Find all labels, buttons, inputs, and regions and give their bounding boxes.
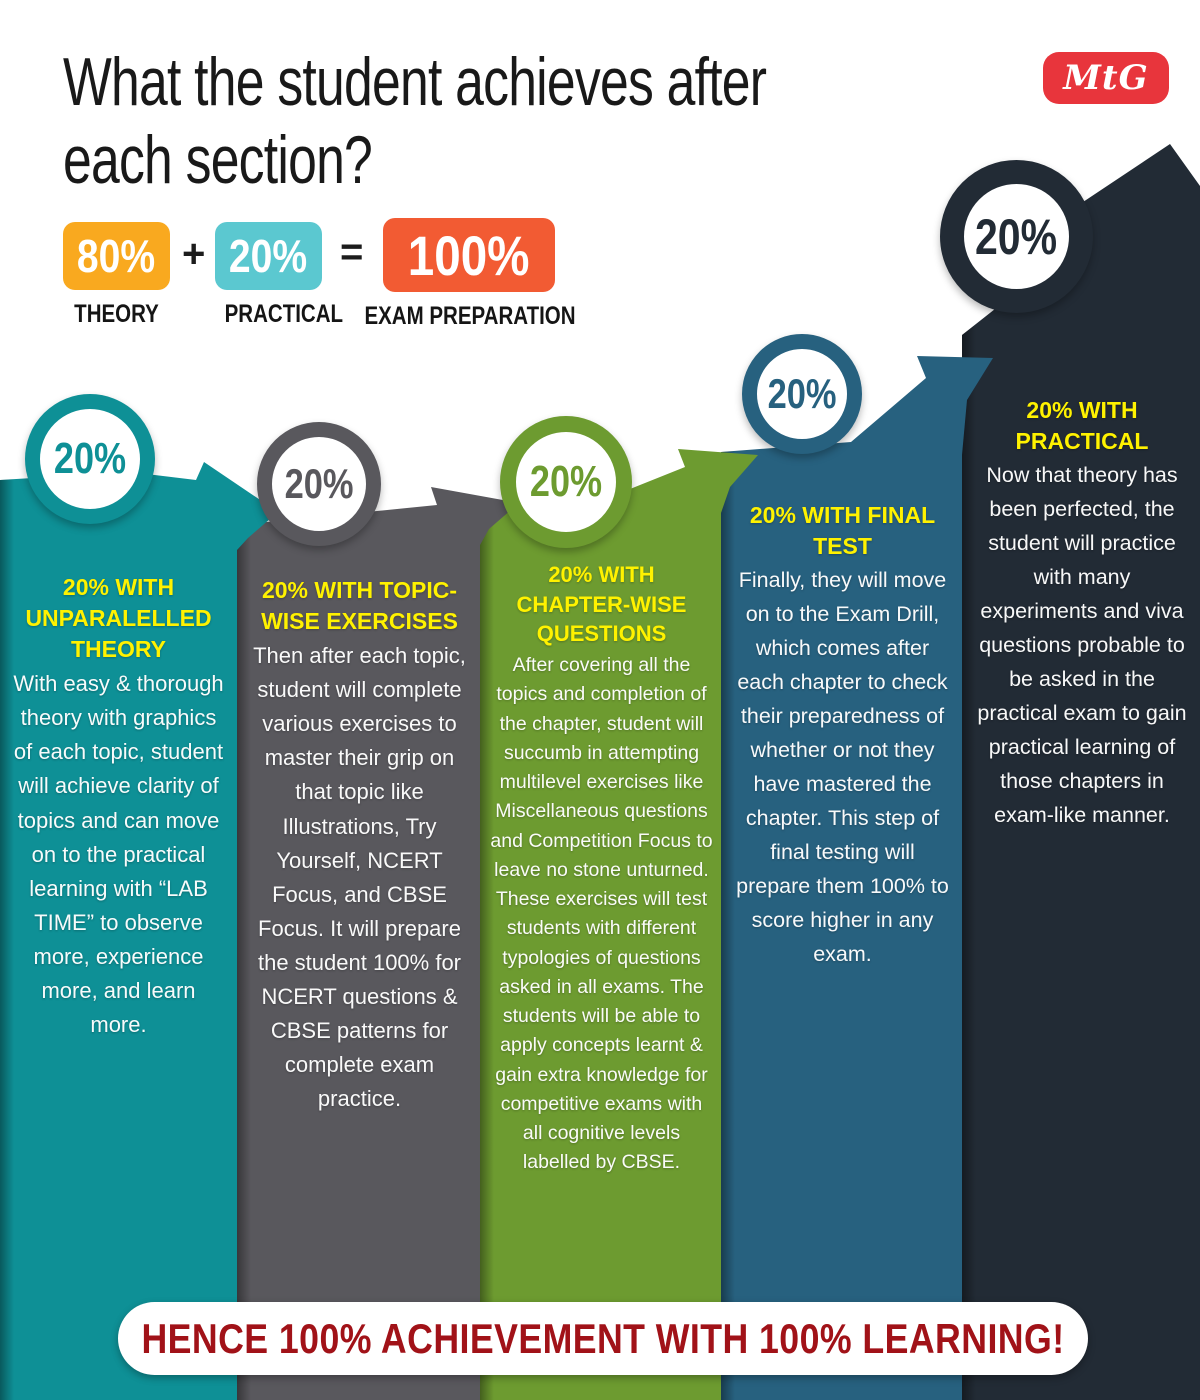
- column-heading: 20% WITH FINAL TEST: [749, 502, 936, 560]
- page-title: What the student achieves after each sec…: [63, 44, 767, 199]
- column-heading: 20% WITH CHAPTER-WISE QUESTIONS: [516, 562, 687, 647]
- conclusion-banner: HENCE 100% ACHIEVEMENT WITH 100% LEARNIN…: [118, 1302, 1088, 1375]
- column-text-block: 20% WITH UNPARALELLED THEORY With easy &…: [12, 572, 225, 1042]
- column-text-block: 20% WITH CHAPTER-WISE QUESTIONS After co…: [489, 560, 714, 1178]
- column-body: After covering all the topics and comple…: [490, 654, 713, 1174]
- conclusion-banner-text: HENCE 100% ACHIEVEMENT WITH 100% LEARNIN…: [141, 1314, 1065, 1362]
- exam-prep-percent-value: 100%: [408, 223, 530, 287]
- mtg-logo-text: MtG: [1063, 58, 1149, 98]
- ring-badge-3-value: 20%: [529, 457, 603, 506]
- exam-prep-label: EXAM PREPARATION: [364, 302, 576, 330]
- column-body: Then after each topic, student will comp…: [253, 643, 466, 1112]
- ring-badge-3: 20%: [500, 416, 632, 548]
- theory-percent-value: 80%: [77, 230, 156, 282]
- column-topic-wise-exercises: 20% WITH TOPIC-WISE EXERCISES Then after…: [237, 487, 519, 1400]
- theory-percent-box: 80%: [63, 222, 170, 290]
- page-title-line2: each section?: [63, 121, 373, 198]
- plus-operator: +: [182, 232, 206, 276]
- ring-badge-4: 20%: [742, 334, 862, 454]
- column-body: Now that theory has been perfected, the …: [977, 463, 1187, 827]
- ring-badge-2: 20%: [257, 422, 381, 546]
- ring-badge-2-value: 20%: [284, 460, 354, 507]
- column-chapter-wise-questions: 20% WITH CHAPTER-WISE QUESTIONS After co…: [480, 449, 758, 1400]
- ring-badge-4-value: 20%: [767, 370, 837, 417]
- theory-label: THEORY: [74, 300, 159, 328]
- column-text-block: 20% WITH TOPIC-WISE EXERCISES Then after…: [251, 575, 468, 1116]
- column-unparalelled-theory: 20% WITH UNPARALELLED THEORY With easy &…: [0, 462, 278, 1400]
- mtg-logo: MtG: [1043, 52, 1169, 104]
- column-left-shadow: [962, 144, 1200, 1400]
- practical-percent-value: 20%: [229, 230, 308, 282]
- column-left-shadow: [0, 462, 278, 1400]
- column-heading: 20% WITH TOPIC-WISE EXERCISES: [261, 577, 458, 635]
- ring-badge-5: 20%: [940, 160, 1093, 313]
- column-final-test: 20% WITH FINAL TEST Finally, they will m…: [721, 356, 993, 1400]
- equals-operator: =: [340, 230, 364, 274]
- column-text-block: 20% WITH PRACTICAL Now that theory has b…: [976, 395, 1188, 833]
- column-left-shadow: [237, 487, 519, 1400]
- column-heading: 20% WITH UNPARALELLED THEORY: [25, 574, 212, 663]
- practical-percent-box: 20%: [215, 222, 322, 290]
- column-left-shadow: [721, 356, 993, 1400]
- column-text-block: 20% WITH FINAL TEST Finally, they will m…: [735, 500, 950, 972]
- exam-prep-percent-box: 100%: [383, 218, 555, 292]
- column-practical: 20% WITH PRACTICAL Now that theory has b…: [962, 144, 1200, 1400]
- column-body: With easy & thorough theory with graphic…: [13, 671, 224, 1038]
- practical-label: PRACTICAL: [224, 300, 344, 328]
- ring-badge-1-value: 20%: [53, 434, 127, 483]
- column-left-shadow: [480, 449, 758, 1400]
- page-title-line1: What the student achieves after: [63, 44, 767, 120]
- ring-badge-5-value: 20%: [975, 208, 1058, 265]
- column-body: Finally, they will move on to the Exam D…: [736, 568, 949, 966]
- ring-badge-1: 20%: [25, 394, 155, 524]
- column-heading: 20% WITH PRACTICAL: [1015, 397, 1149, 455]
